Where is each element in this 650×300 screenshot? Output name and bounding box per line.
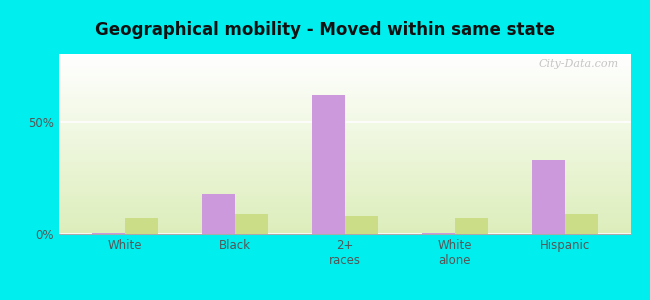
Bar	[344, 216, 378, 234]
Bar	[421, 233, 454, 234]
Bar	[202, 194, 235, 234]
Bar	[564, 214, 597, 234]
Bar	[311, 94, 344, 234]
Bar	[532, 160, 564, 234]
Text: Geographical mobility - Moved within same state: Geographical mobility - Moved within sam…	[95, 21, 555, 39]
Bar	[92, 233, 125, 234]
Bar	[454, 218, 488, 234]
Bar	[235, 214, 268, 234]
Text: City-Data.com: City-Data.com	[539, 59, 619, 69]
Bar	[125, 218, 157, 234]
